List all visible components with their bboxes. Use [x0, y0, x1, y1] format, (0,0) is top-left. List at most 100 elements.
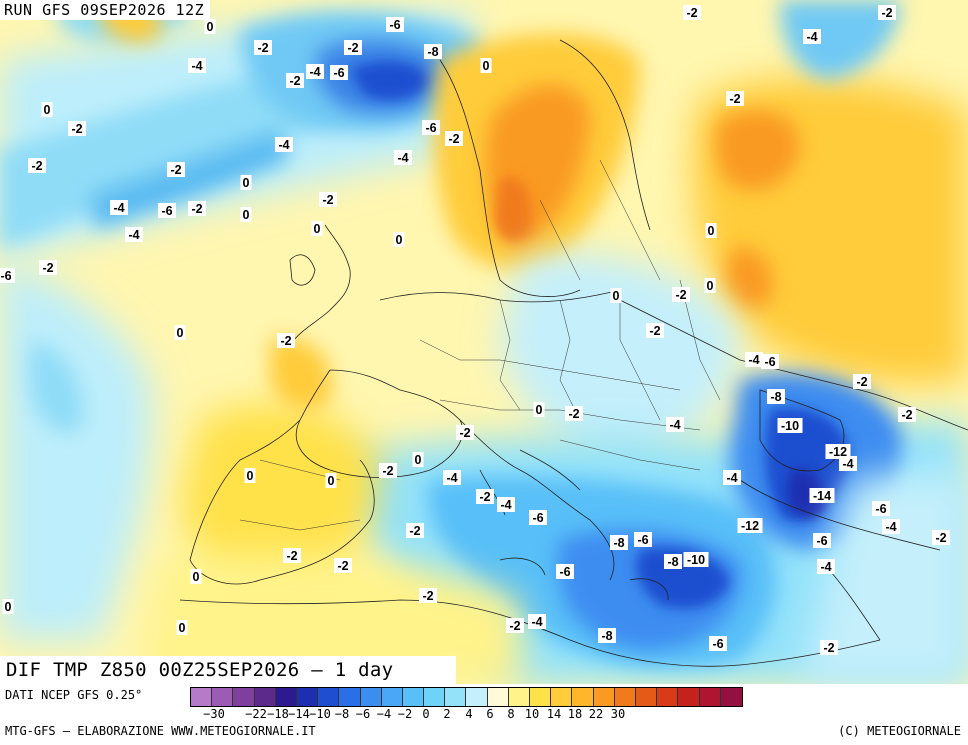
contour-label: -4 — [497, 497, 515, 512]
color-scale-swatch — [191, 688, 213, 706]
color-scale-tick-label: −30 — [203, 707, 225, 721]
color-scale — [190, 687, 743, 707]
contour-label: -2 — [406, 523, 424, 538]
color-scale-swatch — [360, 688, 382, 706]
contour-label: -2 — [167, 162, 185, 177]
svg-text:0: 0 — [613, 289, 620, 303]
color-scale-labels: −30 −22 −18 −14 −10 −8 −6 −4 −2 0 2 4 6 8 10 14 18 22 30 — [190, 707, 968, 721]
contour-label: -6 — [422, 120, 440, 135]
svg-text:-2: -2 — [901, 408, 912, 422]
contour-label: -2 — [878, 5, 896, 20]
contour-label: -2 — [565, 406, 583, 421]
contour-label: -4 — [110, 200, 128, 215]
svg-text:0: 0 — [177, 326, 184, 340]
color-scale-tick-label: 10 — [524, 707, 540, 721]
svg-text:-4: -4 — [842, 457, 853, 471]
svg-text:0: 0 — [243, 208, 250, 222]
svg-text:-10: -10 — [781, 419, 799, 433]
color-scale-tick-label: −18 — [267, 707, 289, 721]
contour-label: -2 — [28, 158, 46, 173]
temperature-difference-map: 0 -2 -4 -6 -8 -2 -4 -6 0 -2 -4 -6 -2 0 -2 -2 -2 -4 -6 -2 0 -4… — [0, 0, 968, 684]
contour-label: -14 — [809, 488, 835, 503]
svg-text:-2: -2 — [649, 324, 660, 338]
color-scale-tick-label: 2 — [443, 707, 451, 721]
contour-label: 0 — [176, 620, 188, 635]
contour-label: -2 — [277, 333, 295, 348]
contour-label: -4 — [188, 58, 206, 73]
svg-text:-2: -2 — [448, 132, 459, 146]
contour-label: 0 — [204, 19, 216, 34]
contour-label: -2 — [344, 40, 362, 55]
contour-label: -6 — [330, 65, 348, 80]
contour-label: -6 — [386, 17, 404, 32]
svg-text:-4: -4 — [278, 138, 289, 152]
contour-label: -2 — [68, 121, 86, 136]
contour-label: -2 — [456, 425, 474, 440]
color-scale-swatch — [296, 688, 319, 706]
contour-label: 0 — [190, 569, 202, 584]
svg-text:-2: -2 — [729, 92, 740, 106]
contour-label: -2 — [39, 260, 57, 275]
svg-text:0: 0 — [536, 403, 543, 417]
svg-text:-4: -4 — [113, 201, 124, 215]
contour-label: -4 — [882, 519, 900, 534]
svg-text:0: 0 — [193, 570, 200, 584]
color-scale-tick-label: 6 — [486, 707, 494, 721]
svg-text:-2: -2 — [409, 524, 420, 538]
svg-text:-6: -6 — [532, 511, 543, 525]
svg-text:-2: -2 — [42, 261, 53, 275]
svg-text:0: 0 — [415, 453, 422, 467]
svg-text:0: 0 — [5, 600, 12, 614]
contour-label: -8 — [664, 554, 682, 569]
color-scale-swatch — [593, 688, 615, 706]
data-source: DATI NCEP GFS 0.25° — [5, 688, 143, 702]
contour-label: -2 — [334, 558, 352, 573]
color-scale-swatch — [699, 688, 721, 706]
contour-label: -2 — [286, 73, 304, 88]
svg-text:0: 0 — [179, 621, 186, 635]
color-scale-swatch — [508, 688, 530, 706]
contour-label: -2 — [188, 201, 206, 216]
contour-label: -2 — [683, 5, 701, 20]
contour-label: -2 — [283, 548, 301, 563]
svg-text:0: 0 — [328, 474, 335, 488]
contour-label: 0 — [311, 221, 323, 236]
svg-text:-6: -6 — [333, 66, 344, 80]
contour-label: -2 — [506, 618, 524, 633]
svg-text:0: 0 — [247, 469, 254, 483]
color-scale-tick-label: −8 — [334, 707, 350, 721]
svg-text:-2: -2 — [322, 193, 333, 207]
color-scale-swatch — [635, 688, 658, 706]
svg-text:-6: -6 — [637, 533, 648, 547]
contour-label: -6 — [158, 203, 176, 218]
svg-text:0: 0 — [314, 222, 321, 236]
svg-text:-2: -2 — [675, 288, 686, 302]
svg-text:-2: -2 — [823, 641, 834, 655]
contour-label: -4 — [275, 137, 293, 152]
contour-label: -6 — [529, 510, 547, 525]
svg-text:-2: -2 — [286, 549, 297, 563]
svg-text:-8: -8 — [770, 390, 781, 404]
contour-label: 0 — [704, 278, 716, 293]
contour-label: -2 — [445, 131, 463, 146]
contour-label: 0 — [533, 402, 545, 417]
contour-label: -2 — [319, 192, 337, 207]
svg-text:-4: -4 — [446, 471, 457, 485]
contour-label: -8 — [767, 389, 785, 404]
svg-text:-4: -4 — [128, 228, 139, 242]
contour-label: -10 — [683, 552, 709, 567]
contour-label: -6 — [761, 354, 779, 369]
svg-text:-2: -2 — [382, 464, 393, 478]
svg-text:-2: -2 — [191, 202, 202, 216]
svg-text:-2: -2 — [170, 163, 181, 177]
contour-label: -6 — [634, 532, 652, 547]
contour-label: 0 — [240, 207, 252, 222]
svg-text:-4: -4 — [820, 560, 831, 574]
svg-text:-2: -2 — [479, 490, 490, 504]
svg-text:-6: -6 — [389, 18, 400, 32]
svg-text:-6: -6 — [816, 534, 827, 548]
color-scale-swatch — [657, 688, 679, 706]
contour-label: -4 — [817, 559, 835, 574]
color-scale-tick-label: −14 — [288, 707, 310, 721]
color-scale-swatch — [254, 688, 276, 706]
